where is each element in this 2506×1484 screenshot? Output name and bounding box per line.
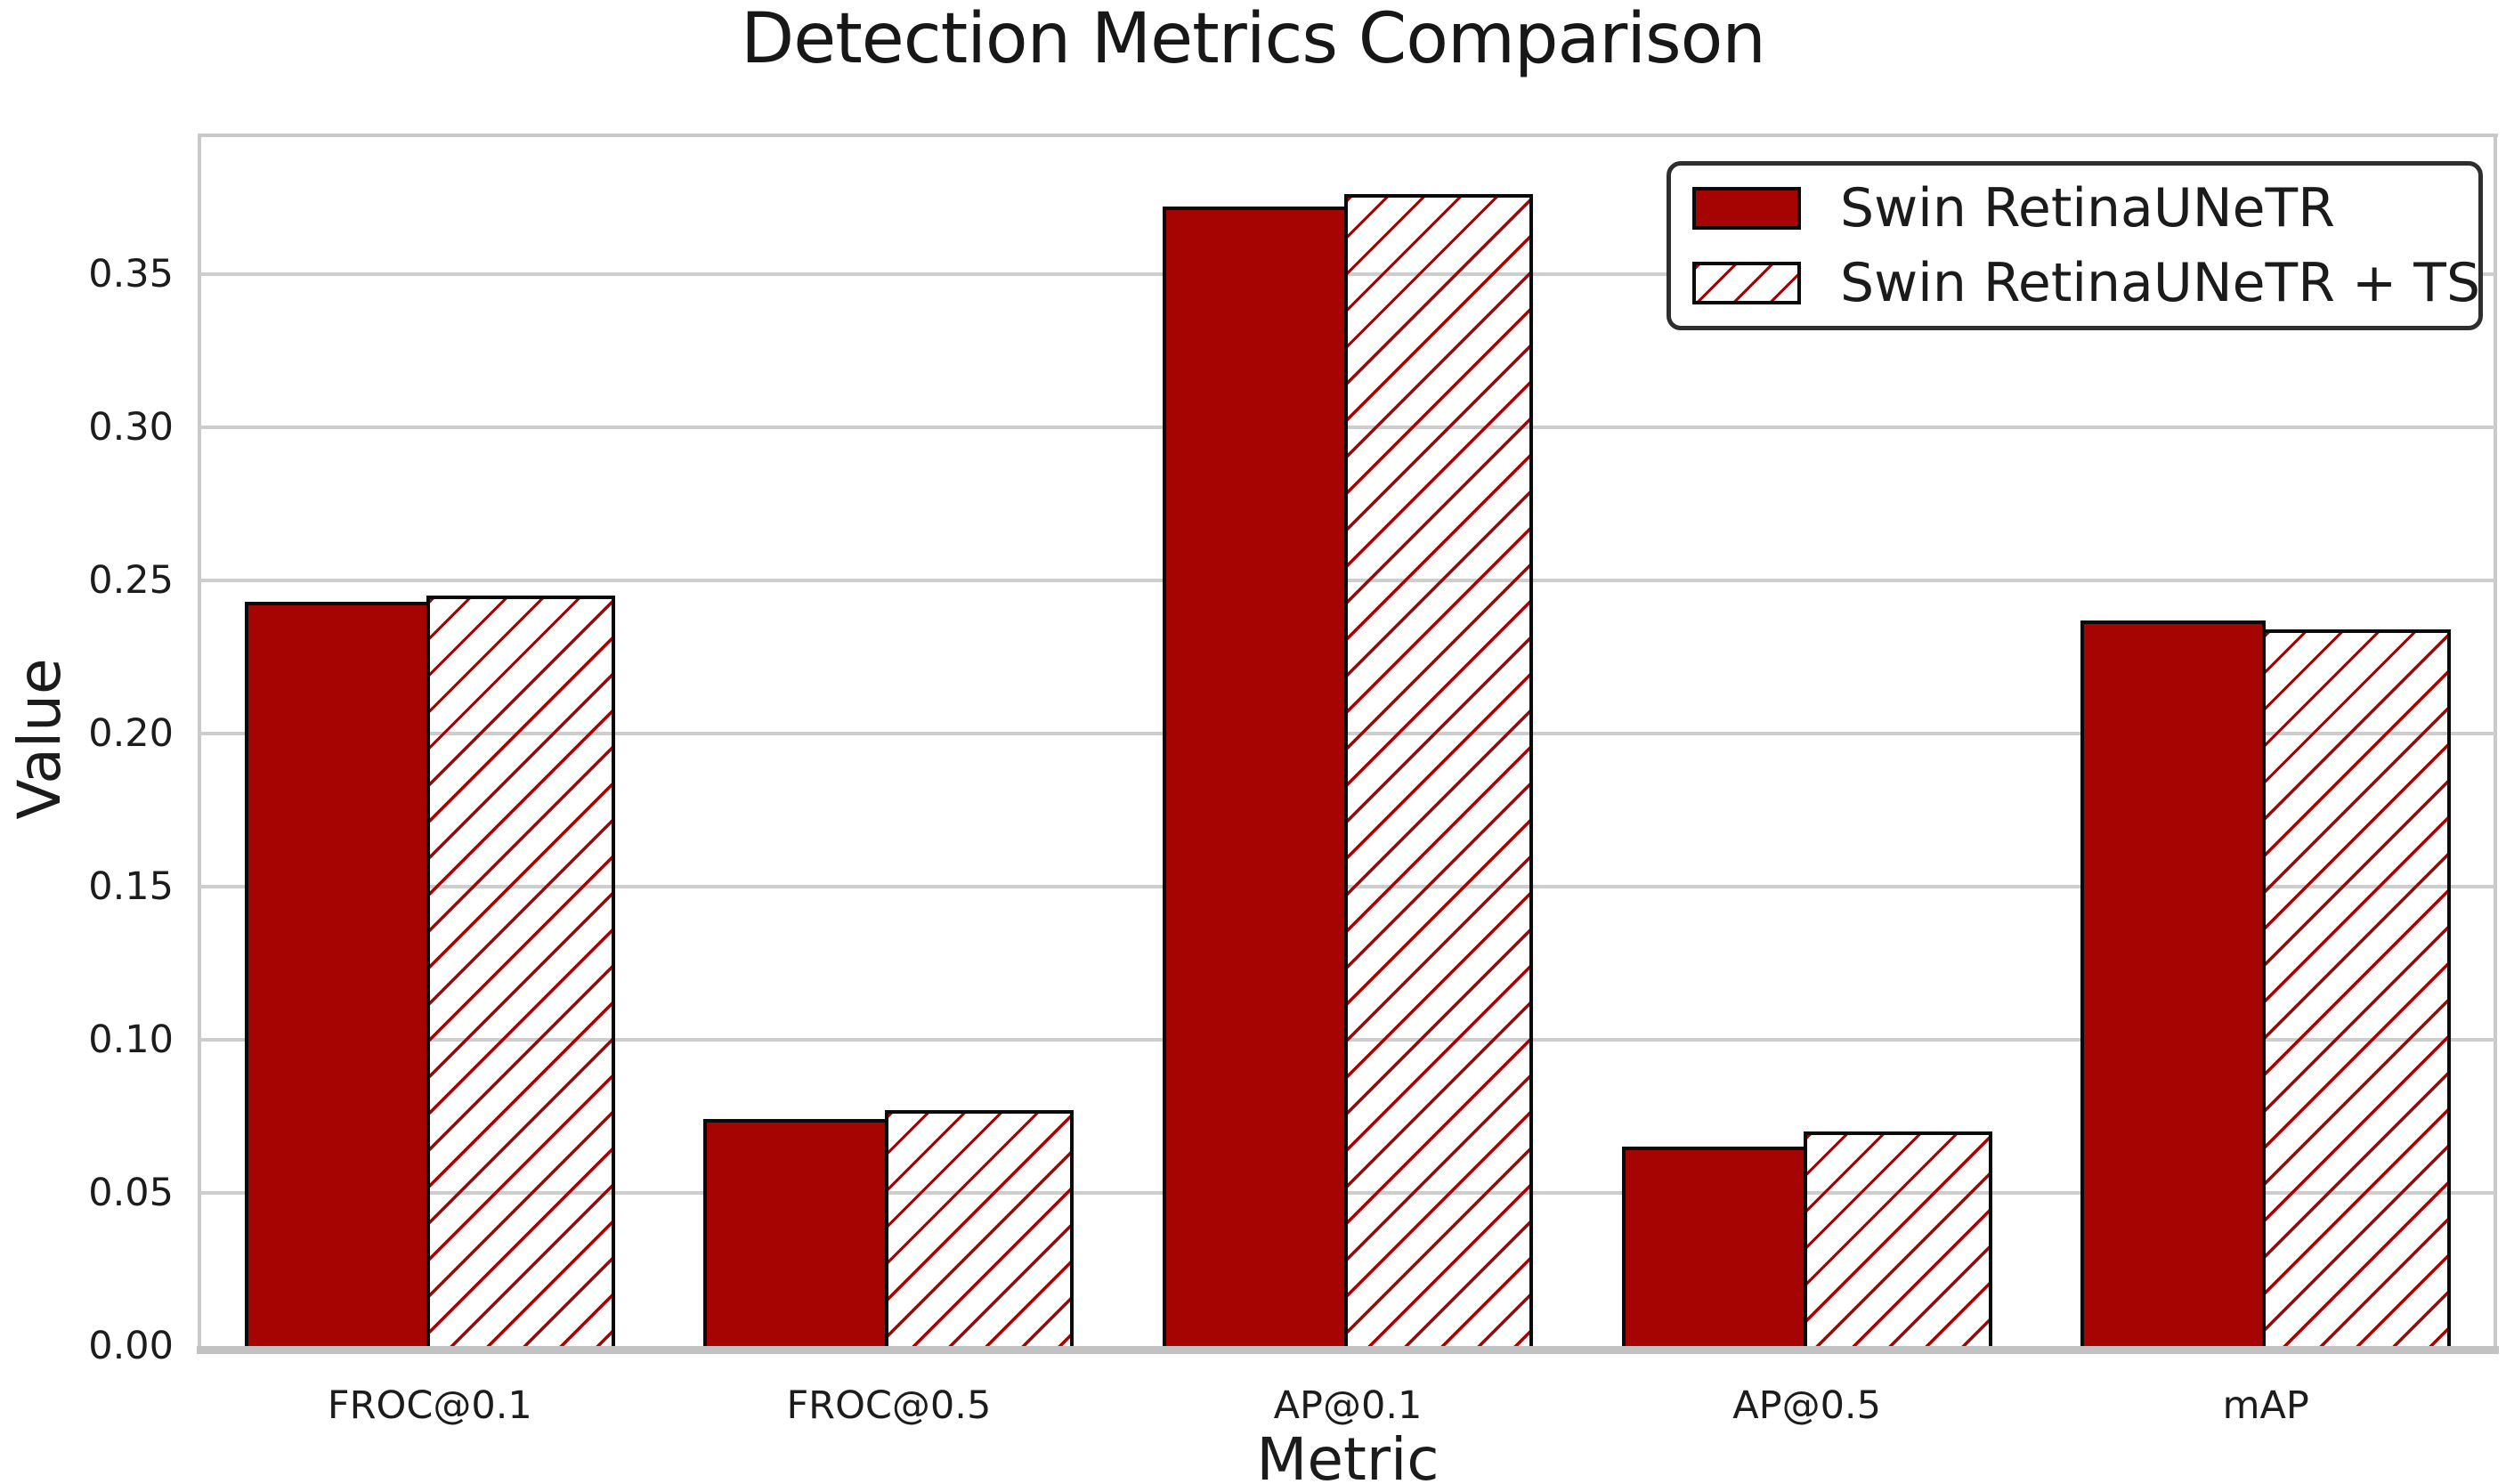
legend: Swin RetinaUNeTR Swin RetinaUNeTR + TS xyxy=(1667,161,2483,330)
legend-label: Swin RetinaUNeTR xyxy=(1840,177,2335,240)
y-tick-label-0.20: 0.20 xyxy=(88,710,174,756)
plot-area xyxy=(200,136,2495,1346)
legend-swatch-hatched xyxy=(1692,261,1801,304)
x-tick-label-mAP: mAP xyxy=(2222,1383,2309,1428)
x-tick-label-FROC@0.1: FROC@0.1 xyxy=(327,1383,532,1428)
x-axis-line xyxy=(197,1346,2499,1354)
bar-AP@0.1 xyxy=(1163,207,1348,1346)
y-tick-label-0.05: 0.05 xyxy=(88,1170,174,1215)
legend-entry-hatched: Swin RetinaUNeTR + TS xyxy=(1692,251,2481,314)
x-axis-label: Metric xyxy=(1256,1425,1440,1484)
x-tick-label-FROC@0.5: FROC@0.5 xyxy=(786,1383,992,1428)
legend-entry-solid: Swin RetinaUNeTR xyxy=(1692,177,2478,239)
bar-FROC@0.1 xyxy=(244,601,430,1346)
plot-right-spine xyxy=(2494,134,2497,1346)
bar-AP@0.1-ts xyxy=(1344,194,1533,1346)
bar-FROC@0.5 xyxy=(703,1119,889,1346)
y-tick-label-0.25: 0.25 xyxy=(88,557,174,603)
bar-mAP xyxy=(2080,620,2267,1346)
bar-mAP-ts xyxy=(2262,628,2452,1346)
y-tick-label-0.15: 0.15 xyxy=(88,864,174,909)
y-tick-label-0.35: 0.35 xyxy=(88,251,174,296)
bar-FROC@0.1-ts xyxy=(426,596,615,1346)
y-tick-label-0.30: 0.30 xyxy=(88,404,174,450)
x-tick-label-AP@0.5: AP@0.5 xyxy=(1732,1383,1881,1428)
plot-top-spine xyxy=(198,134,2498,137)
legend-swatch-solid xyxy=(1692,187,1801,231)
legend-label: Swin RetinaUNeTR + TS xyxy=(1840,251,2481,314)
x-tick-label-AP@0.1: AP@0.1 xyxy=(1273,1383,1423,1428)
bar-AP@0.5 xyxy=(1621,1147,1807,1346)
plot-left-spine xyxy=(198,134,201,1346)
bar-FROC@0.5-ts xyxy=(885,1110,1075,1346)
y-tick-label-0.00: 0.00 xyxy=(88,1324,174,1368)
bar-AP@0.5-ts xyxy=(1803,1131,1992,1346)
y-tick-label-0.10: 0.10 xyxy=(88,1017,174,1062)
chart-title: Detection Metrics Comparison xyxy=(741,0,1766,79)
